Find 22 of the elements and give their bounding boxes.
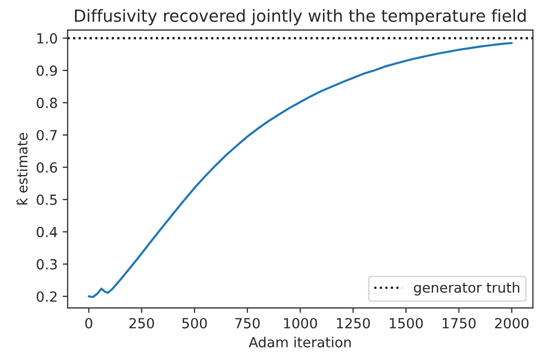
x-axis-title: Adam iteration (248, 336, 351, 348)
x-tick-label: 500 (182, 318, 207, 328)
y-tick-label: 0.8 (36, 98, 57, 108)
x-tick-label: 250 (129, 318, 154, 328)
y-tick-label: 0.5 (36, 194, 57, 206)
x-tick-label: 1000 (284, 318, 318, 328)
y-axis-title: k̂ estimate (16, 132, 28, 205)
x-tick-label: 2000 (495, 318, 528, 328)
y-tick-label: 1.0 (37, 33, 57, 44)
chart-title: Diffusivity recovered jointly with the temperature field (75, 9, 526, 26)
y-tick-label: 0.3 (36, 259, 57, 270)
y-tick-label: 0.9 (36, 65, 57, 76)
y-tick-label: 0.7 (36, 130, 57, 140)
x-tick-label: 1250 (336, 318, 370, 328)
y-tick-label: 0.4 (36, 226, 58, 238)
legend-label: generator truth (414, 282, 520, 296)
x-tick-label: 1500 (390, 318, 423, 328)
x-tick-label: 750 (235, 318, 260, 328)
y-tick-label: 0.2 (36, 291, 57, 302)
y-tick-label: 0.6 (36, 162, 58, 173)
x-tick-label: 1750 (442, 318, 476, 328)
x-tick-label: 0 (85, 318, 92, 328)
